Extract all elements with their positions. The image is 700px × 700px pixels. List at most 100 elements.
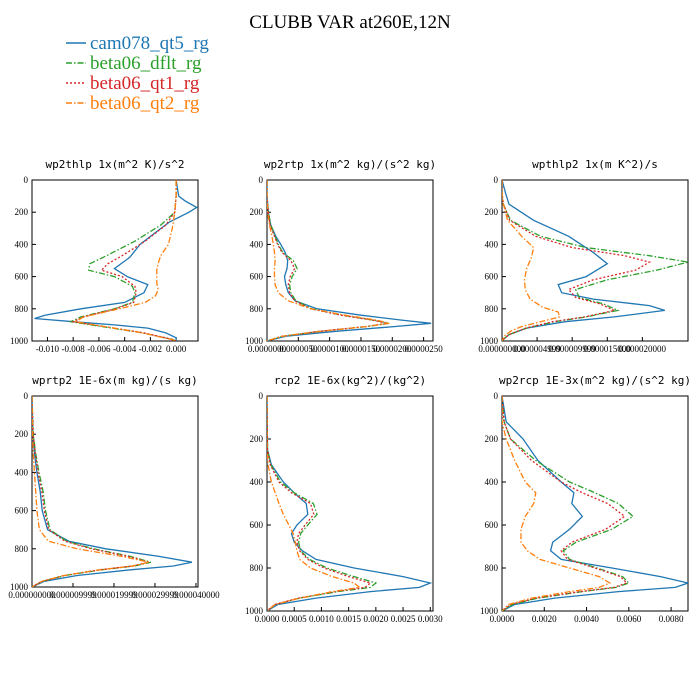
- x-tick-label: -0.010: [36, 344, 60, 354]
- x-tick-label: 0.000019999: [90, 590, 138, 600]
- x-tick-label: 0.000009999: [49, 590, 97, 600]
- y-tick-label: 1000: [245, 606, 264, 616]
- x-tick-label: 0.0005: [282, 614, 307, 624]
- x-tick-label: 0.000000000: [478, 344, 526, 354]
- y-tick-label: 800: [15, 544, 29, 554]
- series-line-cam078_qt5_rg: [32, 396, 193, 587]
- plot-frame: [31, 179, 199, 342]
- x-tick-label: 0.000020000: [619, 344, 667, 354]
- y-tick-label: 200: [250, 207, 264, 217]
- y-tick-label: 600: [15, 506, 29, 516]
- y-tick-label: 400: [15, 467, 29, 477]
- y-tick-label: 200: [15, 429, 29, 439]
- legend-entry: cam078_qt5_rg: [66, 33, 209, 54]
- x-tick-label: 0.0015: [336, 614, 361, 624]
- panel-title: rcp2 1E-6x(kg^2)/(kg^2): [274, 374, 426, 387]
- x-tick-label: 0.0000100: [311, 344, 350, 354]
- plot-frame: [501, 395, 689, 612]
- y-tick-label: 0: [259, 175, 264, 185]
- x-tick-label: -0.006: [87, 344, 111, 354]
- series-line-beta06_dflt_rg: [68, 180, 177, 341]
- figure-title: CLUBB VAR at260E,12N: [249, 12, 451, 33]
- x-tick-label: -0.008: [62, 344, 86, 354]
- y-tick-label: 0: [494, 391, 499, 401]
- x-tick-label: 0.000015000: [584, 344, 632, 354]
- x-tick-label: 0.0000250: [404, 344, 443, 354]
- legend-label: beta06_qt1_rg: [90, 73, 200, 94]
- y-tick-label: 600: [485, 520, 499, 530]
- x-tick-label: 0.0000: [490, 614, 515, 624]
- series-line-beta06_qt1_rg: [502, 180, 652, 341]
- chart-panel: wp2thlp 1x(m^2 K)/s^2 0 200 400 600 800 1000 -0…: [10, 158, 199, 354]
- x-tick-label: -0.004: [113, 344, 137, 354]
- y-tick-label: 800: [485, 304, 499, 314]
- y-tick-label: 400: [250, 239, 264, 249]
- x-tick-label: 0.0000: [255, 614, 280, 624]
- y-tick-label: 1000: [245, 336, 264, 346]
- x-tick-label: 0.0020: [363, 614, 388, 624]
- legend-entry: beta06_qt1_rg: [66, 73, 200, 94]
- y-tick-label: 0: [24, 175, 29, 185]
- y-tick-label: 800: [15, 304, 29, 314]
- chart-panel: wp2rcp 1E-3x(m^2 kg)/(s^2 kg)0 200 400 600 8…: [480, 374, 691, 624]
- legend-label: beta06_qt2_rg: [90, 93, 200, 114]
- y-tick-label: 400: [485, 477, 499, 487]
- x-tick-label: 0.000004999: [513, 344, 561, 354]
- series-line-beta06_dflt_rg: [502, 180, 688, 341]
- y-tick-label: 200: [250, 434, 264, 444]
- plot-frame: [31, 395, 199, 588]
- panel-title: wprtp2 1E-6x(m kg)/(s kg): [32, 374, 198, 387]
- x-tick-label: 0.000: [166, 344, 187, 354]
- x-tick-label: 0.0030: [418, 614, 443, 624]
- y-tick-label: 800: [485, 563, 499, 573]
- legend-entry: beta06_qt2_rg: [66, 93, 200, 114]
- series-line-beta06_qt2_rg: [267, 180, 390, 341]
- plot-frame: [266, 179, 434, 342]
- y-tick-label: 600: [250, 272, 264, 282]
- series-line-beta06_qt2_rg: [74, 180, 177, 341]
- legend-label: beta06_dflt_rg: [90, 53, 202, 74]
- y-tick-label: 1000: [480, 606, 499, 616]
- x-tick-label: 0.0040: [574, 614, 599, 624]
- series-line-beta06_qt2_rg: [502, 180, 561, 341]
- series-line-beta06_qt2_rg: [32, 396, 149, 587]
- y-tick-label: 600: [485, 272, 499, 282]
- x-tick-label: 0.0080: [659, 614, 684, 624]
- x-tick-label: 0.000000000: [8, 590, 56, 600]
- panels: wp2thlp 1x(m^2 K)/s^2 0 200 400 600 800 1000 -0…: [8, 158, 691, 624]
- series-line-beta06_dflt_rg: [502, 396, 635, 611]
- y-tick-label: 200: [485, 207, 499, 217]
- y-tick-label: 1000: [480, 336, 499, 346]
- series-line-cam078_qt5_rg: [267, 396, 433, 611]
- panel-title: wp2rcp 1E-3x(m^2 kg)/(s^2 kg): [499, 374, 691, 387]
- y-tick-label: 600: [250, 520, 264, 530]
- y-tick-label: 200: [15, 207, 29, 217]
- x-tick-label: 0.000009999: [549, 344, 597, 354]
- x-tick-label: 0.000029999: [131, 590, 179, 600]
- y-tick-label: 1000: [10, 582, 29, 592]
- panel-title: wpthlp2 1x(m K^2)/s: [532, 158, 658, 171]
- x-tick-label: 0.0000150: [342, 344, 381, 354]
- series-line-beta06_dflt_rg: [32, 396, 152, 587]
- series-line-beta06_qt1_rg: [502, 396, 628, 611]
- series-line-beta06_qt1_rg: [70, 180, 177, 341]
- y-tick-label: 1000: [10, 336, 29, 346]
- chart-panel: wpthlp2 1x(m K^2)/s020040060080010000.00…: [478, 158, 689, 354]
- x-tick-label: -0.002: [139, 344, 162, 354]
- y-tick-label: 400: [485, 239, 499, 249]
- x-tick-label: 0.0020: [532, 614, 557, 624]
- y-tick-label: 400: [250, 477, 264, 487]
- y-tick-label: 0: [24, 391, 29, 401]
- y-tick-label: 600: [15, 272, 29, 282]
- series-line-cam078_qt5_rg: [34, 180, 198, 341]
- plot-frame: [266, 395, 434, 612]
- panel-title: wp2thlp 1x(m^2 K)/s^2: [45, 158, 184, 171]
- y-tick-label: 400: [15, 239, 29, 249]
- x-tick-label: 0.0000000: [248, 344, 287, 354]
- x-tick-label: 0.000040000: [172, 590, 220, 600]
- x-tick-label: 0.0000200: [373, 344, 412, 354]
- legend: cam078_qt5_rgbeta06_dflt_rgbeta06_qt1_rg…: [66, 33, 209, 114]
- y-tick-label: 800: [250, 563, 264, 573]
- x-tick-label: 0.0010: [309, 614, 334, 624]
- x-tick-label: 0.0025: [391, 614, 416, 624]
